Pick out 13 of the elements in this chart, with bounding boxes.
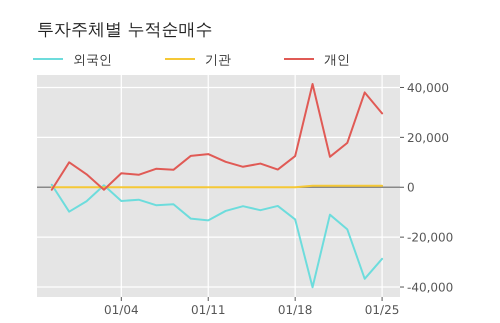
legend-label: 기관 [205, 53, 231, 68]
y-tick-label: 20,000 [407, 130, 449, 145]
chart-title: 투자주체별 누적순매수 [37, 20, 212, 40]
y-tick-label: -40,000 [407, 280, 454, 295]
x-tick-label: 01/04 [104, 303, 139, 317]
legend-label: 개인 [324, 53, 350, 68]
legend-label: 외국인 [73, 53, 112, 68]
y-tick-label: -20,000 [407, 230, 454, 245]
y-tick-label: 40,000 [407, 80, 449, 95]
x-tick-label: 01/18 [278, 303, 312, 317]
x-tick-label: 01/11 [190, 303, 226, 317]
y-tick-label: 0 [407, 180, 415, 195]
x-tick-label: 01/25 [364, 303, 400, 317]
